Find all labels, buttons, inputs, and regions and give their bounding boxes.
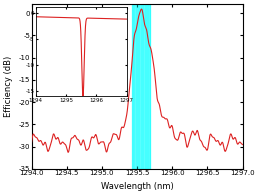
X-axis label: Wavelength (nm): Wavelength (nm): [101, 182, 174, 191]
Y-axis label: Efficiency (dB): Efficiency (dB): [4, 56, 13, 117]
Bar: [132, 4, 150, 169]
